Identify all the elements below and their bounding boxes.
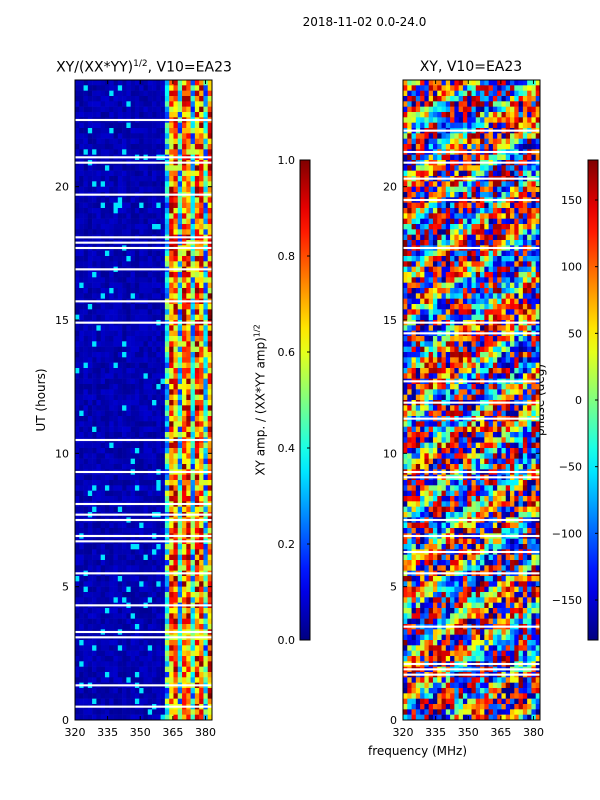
amplitude-colorbar-tick-label: 0.0 <box>278 634 296 647</box>
phase-x-tick-label: 320 <box>393 726 414 739</box>
x-axis-label: frequency (MHz) <box>368 744 468 758</box>
amplitude-y-tick-label: 5 <box>62 581 69 594</box>
phase-y-tick-label: 5 <box>390 581 397 594</box>
amplitude-x-tick-label: 365 <box>162 726 183 739</box>
phase-colorbar-tick-label: −150 <box>552 594 582 607</box>
amplitude-y-tick-label: 10 <box>55 447 69 460</box>
amplitude-colorbar <box>299 159 311 641</box>
amplitude-colorbar-tick-label: 0.8 <box>278 250 296 263</box>
amplitude-x-tick-label: 350 <box>130 726 151 739</box>
phase-colorbar-tick-label: −100 <box>552 527 582 540</box>
amplitude-title-main: XY/(XX*YY) <box>56 59 134 76</box>
phase-y-tick-label: 10 <box>383 447 397 460</box>
amplitude-y-tick-label: 20 <box>55 181 69 194</box>
phase-colorbar-tick-label: 150 <box>561 194 582 207</box>
amplitude-title-rest: , V10=EA23 <box>147 59 232 76</box>
phase-plot-frame <box>402 79 541 721</box>
amplitude-y-tick-label: 0 <box>62 714 69 727</box>
phase-colorbar-tick-label: −50 <box>559 461 582 474</box>
amplitude-y-tick-label: 15 <box>55 314 69 327</box>
amplitude-x-tick-label: 380 <box>195 726 216 739</box>
amplitude-colorbar-tick-label: 0.2 <box>278 538 296 551</box>
amplitude-colorbar-tick-label: 0.4 <box>278 442 296 455</box>
amplitude-panel-title: XY/(XX*YY)1/2, V10=EA23 <box>44 59 244 76</box>
phase-y-tick-label: 0 <box>390 714 397 727</box>
amplitude-colorbar-tick-label: 0.6 <box>278 346 296 359</box>
phase-colorbar-tick-label: 50 <box>568 327 582 340</box>
phase-colorbar-tick-label: 0 <box>575 394 582 407</box>
phase-y-tick-label: 15 <box>383 314 397 327</box>
phase-x-tick-label: 335 <box>425 726 446 739</box>
phase-colorbar-tick-label: 100 <box>561 261 582 274</box>
amplitude-heatmap <box>75 80 213 721</box>
phase-x-tick-label: 350 <box>458 726 479 739</box>
phase-x-tick-label: 365 <box>490 726 511 739</box>
figure-title: 2018-11-02 0.0-24.0 <box>302 15 427 29</box>
amplitude-colorbar-tick-label: 1.0 <box>278 154 296 167</box>
amplitude-title-exponent: 1/2 <box>133 59 148 69</box>
amplitude-plot-frame <box>74 79 213 721</box>
phase-y-tick-label: 20 <box>383 181 397 194</box>
amplitude-x-tick-label: 335 <box>97 726 118 739</box>
phase-heatmap <box>403 80 541 721</box>
phase-x-tick-label: 380 <box>523 726 544 739</box>
amplitude-x-tick-label: 320 <box>65 726 86 739</box>
phase-panel-title: XY, V10=EA23 <box>419 59 523 75</box>
